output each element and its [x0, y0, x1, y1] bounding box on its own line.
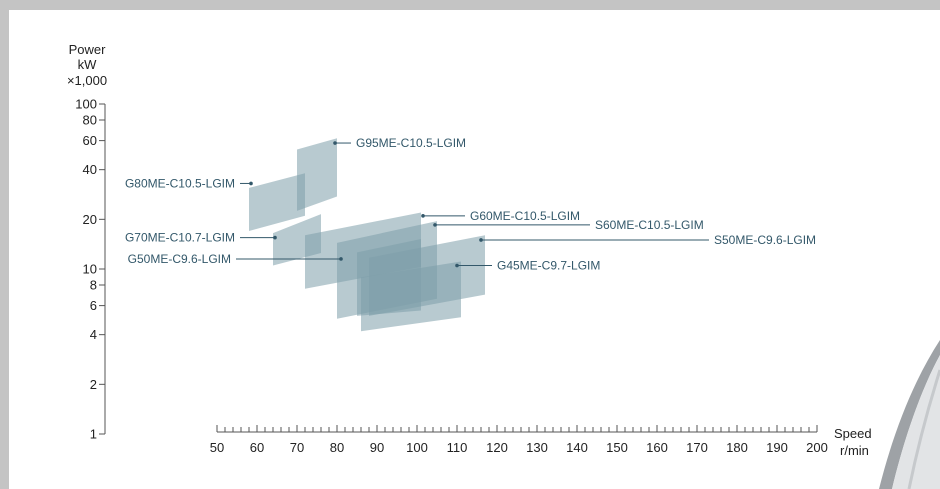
y-tick-label-10: 10	[83, 262, 97, 277]
x-tick-label-80: 80	[330, 440, 344, 455]
label-g95me-c10-5-lgim: G95ME-C10.5-LGIM	[356, 136, 466, 150]
label-g60me-c10-5-lgim: G60ME-C10.5-LGIM	[470, 209, 580, 223]
y-tick-label-4: 4	[90, 327, 97, 342]
band-g80me-c10-5-lgim	[249, 173, 305, 231]
x-tick-label-170: 170	[686, 440, 708, 455]
y-tick-label-20: 20	[83, 212, 97, 227]
y-axis-title-line-3: ×1,000	[67, 73, 107, 88]
anchor-dot-g80me-c10-5-lgim	[249, 181, 253, 186]
x-tick-label-50: 50	[210, 440, 224, 455]
label-g50me-c9-6-lgim: G50ME-C9.6-LGIM	[128, 252, 231, 266]
x-tick-label-100: 100	[406, 440, 428, 455]
x-tick-label-160: 160	[646, 440, 668, 455]
anchor-dot-g60me-c10-5-lgim	[421, 214, 425, 218]
x-tick-label-150: 150	[606, 440, 628, 455]
x-tick-label-190: 190	[766, 440, 788, 455]
label-s60me-c10-5-lgim: S60ME-C10.5-LGIM	[595, 218, 704, 232]
engine-labels: G95ME-C10.5-LGIM G80ME-C10.5-LGIM G70ME-C1…	[125, 136, 816, 272]
x-tick-label-110: 110	[447, 440, 468, 455]
band-g45me-c9-7-lgim	[361, 261, 461, 332]
anchor-dot-g50me-c9-6-lgim	[339, 257, 343, 261]
engine-bands	[249, 138, 485, 332]
y-tick-label-100: 100	[75, 97, 97, 112]
y-axis-title-line-1: Power	[69, 42, 107, 57]
anchor-dot-s50me-c9-6-lgim	[479, 238, 483, 242]
y-tick-label-1: 1	[90, 427, 97, 442]
label-s50me-c9-6-lgim: S50ME-C9.6-LGIM	[714, 233, 816, 247]
x-tick-label-90: 90	[370, 440, 384, 455]
y-axis-title-line-2: kW	[78, 57, 98, 72]
propeller-blade-highlight	[907, 369, 940, 489]
label-g70me-c10-7-lgim: G70ME-C10.7-LGIM	[125, 231, 235, 245]
label-g45me-c9-7-lgim: G45ME-C9.7-LGIM	[497, 259, 600, 273]
y-tick-label-8: 8	[90, 277, 97, 292]
y-tick-label-6: 6	[90, 298, 97, 313]
x-axis-title-line-2: r/min	[840, 443, 869, 458]
y-tick-label-80: 80	[83, 112, 97, 127]
x-tick-label-70: 70	[290, 440, 304, 455]
chart-frame: Power kW ×1,000 Speed r/min 1 2 4 6 8 10 20 40 6…	[9, 10, 940, 489]
speed-power-chart: Power kW ×1,000 Speed r/min 1 2 4 6 810 20 40 6…	[67, 42, 940, 489]
y-tick-label-40: 40	[83, 162, 97, 177]
propeller-blade	[892, 355, 940, 489]
anchor-dot-g95me-c10-5-lgim	[333, 141, 337, 145]
y-tick-label-60: 60	[83, 133, 97, 148]
x-tick-label-130: 130	[526, 440, 548, 455]
anchor-dot-g45me-c9-7-lgim	[455, 263, 459, 268]
x-tick-label-60: 60	[250, 440, 264, 455]
anchor-dot-s60me-c10-5-lgim	[433, 223, 437, 227]
x-tick-label-140: 140	[566, 440, 588, 455]
propeller-blade-shadow	[879, 340, 940, 489]
propeller-decoration	[879, 340, 940, 489]
y-tick-label-2: 2	[90, 377, 97, 392]
x-axis-ticks: 50 60 70 80 90 100 110 120 130 140 150 160 170 180 190…	[210, 425, 828, 455]
label-g80me-c10-5-lgim: G80ME-C10.5-LGIM	[125, 176, 235, 190]
anchor-dot-g70me-c10-7-lgim	[273, 235, 277, 240]
x-tick-label-200: 200	[806, 440, 828, 455]
band-g95me-c10-5-lgim	[297, 138, 337, 211]
x-axis-title-line-1: Speed	[834, 426, 872, 441]
x-tick-label-120: 120	[486, 440, 508, 455]
x-tick-label-180: 180	[726, 440, 748, 455]
